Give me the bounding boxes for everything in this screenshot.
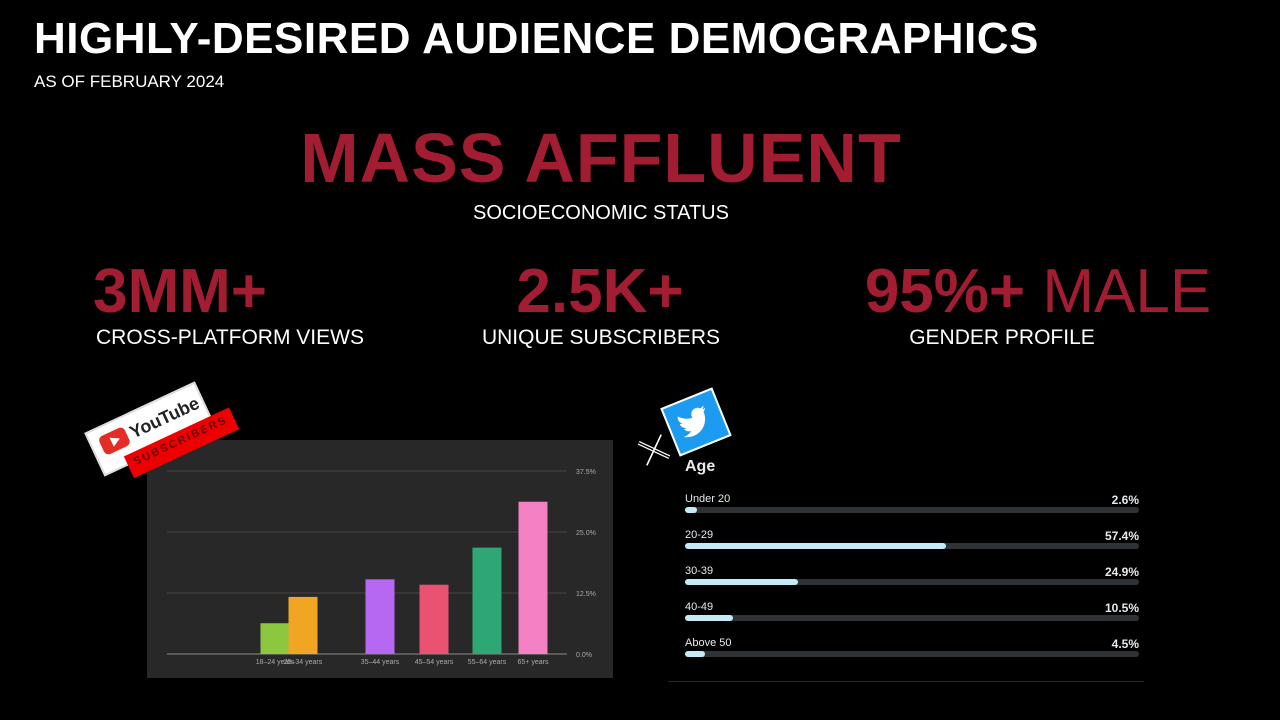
age-row-bar bbox=[685, 579, 799, 585]
x-tick-label: 18–24 years bbox=[256, 659, 295, 666]
y-tick-label: 0.0% bbox=[576, 652, 592, 659]
age-chart-title: Age bbox=[685, 458, 716, 475]
twitter-age-chart bbox=[668, 455, 1144, 682]
age-row-track bbox=[685, 543, 1139, 549]
age-row-percent: 2.6% bbox=[1111, 493, 1139, 507]
age-row-track bbox=[685, 579, 1139, 585]
bar bbox=[288, 596, 318, 654]
page-subtitle: AS OF FEBRUARY 2024 bbox=[34, 72, 225, 91]
y-tick-label: 12.5% bbox=[576, 591, 596, 598]
age-row: 20-29 57.4% bbox=[685, 529, 1139, 559]
x-tick-label: 65+ years bbox=[518, 659, 549, 666]
bar bbox=[518, 501, 548, 654]
age-row-percent: 24.9% bbox=[1104, 565, 1139, 579]
bar bbox=[419, 584, 449, 654]
stat-gender-caption: GENDER PROFILE bbox=[909, 326, 1095, 349]
age-row-bar bbox=[685, 615, 733, 621]
x-tick-label: 45–54 years bbox=[415, 659, 454, 666]
bar bbox=[472, 547, 502, 654]
twitter-bird-icon bbox=[660, 387, 732, 457]
age-row-percent: 4.5% bbox=[1111, 637, 1139, 651]
bar bbox=[365, 579, 395, 654]
age-row-percent: 10.5% bbox=[1104, 601, 1139, 615]
age-row-bar bbox=[685, 651, 706, 657]
x-tick-label: 25–34 years bbox=[284, 659, 323, 666]
stat-subscribers-caption: UNIQUE SUBSCRIBERS bbox=[481, 326, 721, 349]
age-row-label: 30-39 bbox=[685, 565, 714, 577]
age-row-label: Under 20 bbox=[685, 493, 731, 505]
bar bbox=[260, 623, 290, 654]
twitter-bird-glyph bbox=[677, 405, 706, 438]
stat-gender-value: 95%+ MALE bbox=[858, 256, 1218, 327]
age-row-track bbox=[685, 651, 1139, 657]
stat-views-caption: CROSS-PLATFORM VIEWS bbox=[96, 326, 364, 349]
y-tick-label: 37.5% bbox=[576, 469, 596, 476]
y-tick-label: 25.0% bbox=[576, 530, 596, 537]
stat-views-value: 3MM+ bbox=[93, 257, 267, 326]
stat-gender-label: MALE bbox=[1025, 257, 1212, 326]
headline-caption: SOCIOECONOMIC STATUS bbox=[473, 202, 729, 224]
age-row-bar bbox=[685, 543, 946, 549]
age-row-bar bbox=[685, 507, 697, 513]
stat-subscribers-value: 2.5K+ bbox=[516, 257, 684, 326]
x-tick-label: 35–44 years bbox=[361, 659, 400, 666]
age-row-percent: 57.4% bbox=[1104, 529, 1139, 543]
age-row-track bbox=[685, 507, 1139, 513]
age-row-label: Above 50 bbox=[685, 637, 732, 649]
age-row: 30-39 24.9% bbox=[685, 565, 1139, 595]
page-title: HIGHLY-DESIRED AUDIENCE DEMOGRAPHICS bbox=[34, 14, 1039, 63]
x-tick-label: 55–64 years bbox=[468, 659, 507, 666]
age-row: Under 20 2.6% bbox=[685, 493, 1139, 523]
age-row-label: 40-49 bbox=[685, 601, 714, 613]
headline-value: MASS AFFLUENT bbox=[300, 119, 902, 197]
age-row-label: 20-29 bbox=[685, 529, 714, 541]
x-logo-icon bbox=[637, 434, 671, 466]
age-row: Above 50 4.5% bbox=[685, 637, 1139, 667]
stat-gender-percent: 95%+ bbox=[864, 257, 1026, 326]
youtube-age-chart: 0.0% 12.5% 25.0% 37.5% 18–24 years 25–34 year… bbox=[147, 440, 613, 678]
age-row: 40-49 10.5% bbox=[685, 601, 1139, 631]
age-row-track bbox=[685, 615, 1139, 621]
